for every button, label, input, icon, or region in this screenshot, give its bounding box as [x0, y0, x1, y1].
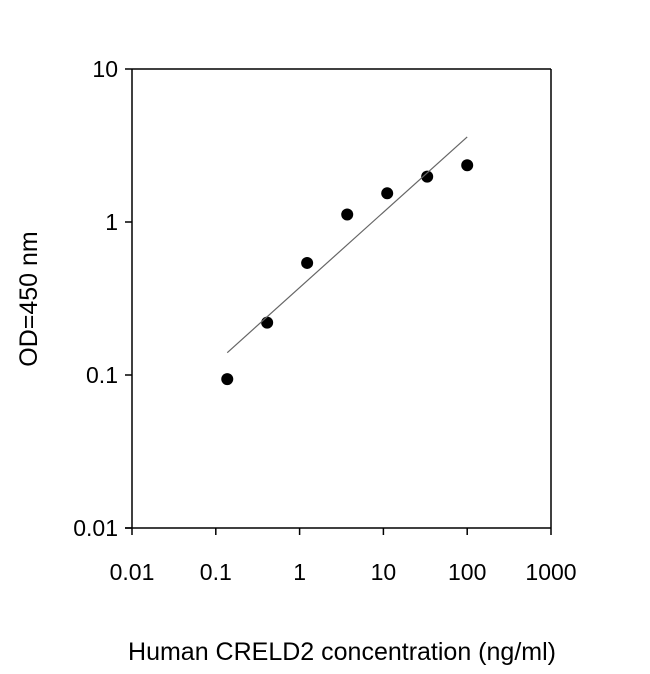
data-point [341, 208, 354, 221]
data-point [261, 316, 274, 329]
x-tick-label: 1 [293, 559, 306, 585]
plot-frame [125, 68, 552, 529]
data-series [221, 136, 474, 386]
data-point [221, 373, 234, 386]
y-tick-label: 1 [105, 209, 118, 235]
x-tick-label: 100 [448, 559, 486, 585]
y-tick-label: 0.01 [73, 515, 118, 541]
data-point [461, 159, 474, 172]
x-ticks: 0.01 0.1 1 10 100 1000 [110, 528, 577, 585]
y-axis-title: OD=450 nm [15, 231, 43, 367]
y-tick-label: 10 [92, 56, 118, 82]
data-point [381, 187, 394, 200]
x-axis-title: Human CRELD2 concentration (ng/ml) [128, 638, 556, 666]
x-tick-label: 0.01 [110, 559, 155, 585]
x-tick-label: 1000 [525, 559, 576, 585]
x-tick-label: 10 [371, 559, 397, 585]
x-tick-label: 0.1 [200, 559, 232, 585]
y-ticks: 0.01 0.1 1 10 [73, 56, 132, 541]
fit-line [226, 136, 468, 354]
data-point [421, 170, 434, 183]
y-tick-label: 0.1 [86, 362, 118, 388]
data-point [301, 256, 314, 269]
